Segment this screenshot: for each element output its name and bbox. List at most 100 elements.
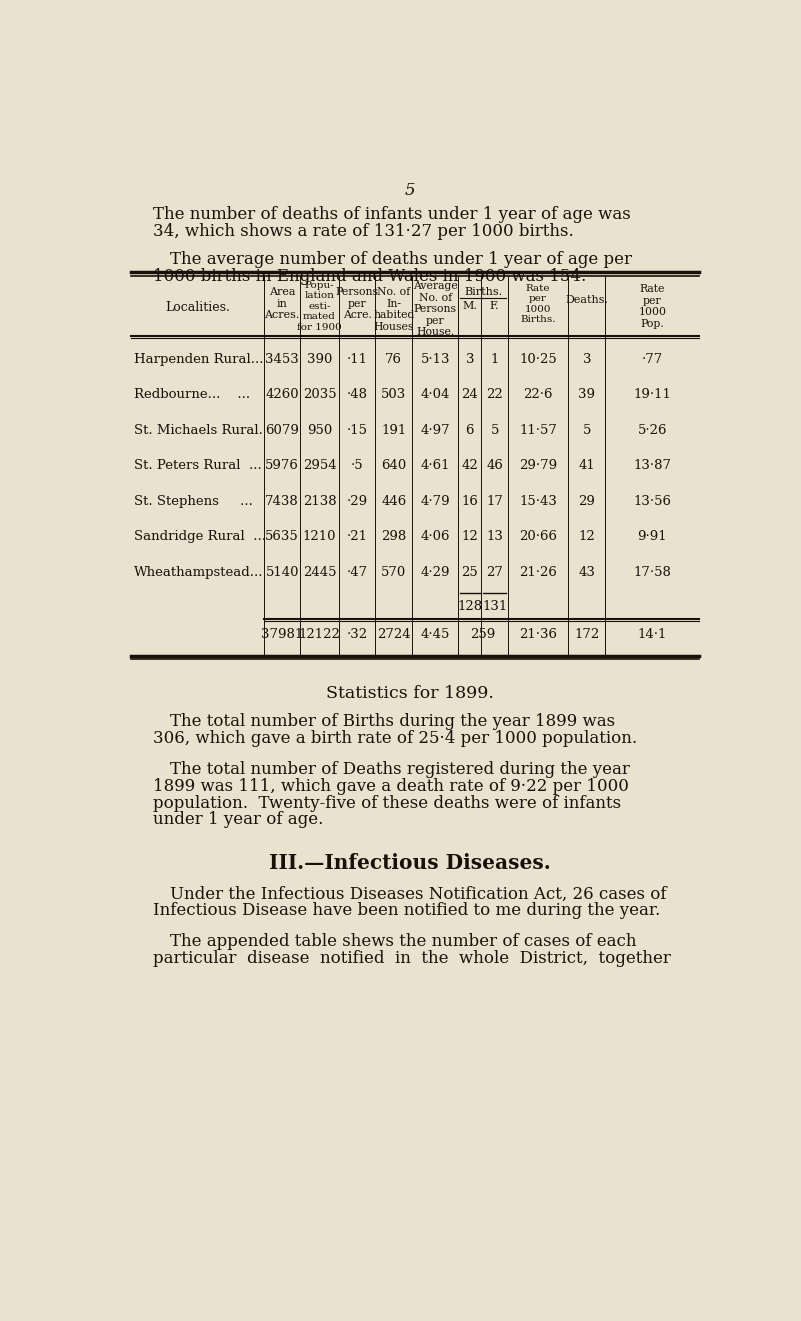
Text: 7438: 7438 [265,494,299,507]
Text: 570: 570 [381,565,406,579]
Text: 14·1: 14·1 [638,627,667,641]
Text: 5: 5 [582,424,591,437]
Text: 9·91: 9·91 [638,530,667,543]
Text: Wheathampstead...: Wheathampstead... [135,565,264,579]
Text: ·32: ·32 [347,627,368,641]
Text: ·21: ·21 [347,530,368,543]
Text: 5·13: 5·13 [421,353,450,366]
Text: 950: 950 [307,424,332,437]
Text: 172: 172 [574,627,599,641]
Text: 4·79: 4·79 [421,494,450,507]
Text: 17: 17 [486,494,503,507]
Text: 15·43: 15·43 [519,494,557,507]
Text: Sandridge Rural  ...: Sandridge Rural ... [135,530,266,543]
Text: 24: 24 [461,388,478,402]
Text: ·5: ·5 [351,460,364,472]
Text: 4·45: 4·45 [421,627,450,641]
Text: 5140: 5140 [265,565,299,579]
Text: ·77: ·77 [642,353,663,366]
Text: under 1 year of age.: under 1 year of age. [153,811,323,828]
Text: 259: 259 [470,627,496,641]
Text: 41: 41 [578,460,595,472]
Text: 11·57: 11·57 [519,424,557,437]
Text: St. Stephens     ...: St. Stephens ... [135,494,253,507]
Text: 13·87: 13·87 [634,460,671,472]
Text: 37981: 37981 [261,627,304,641]
Text: 1210: 1210 [303,530,336,543]
Text: 22·6: 22·6 [523,388,553,402]
Text: Statistics for 1899.: Statistics for 1899. [326,686,494,703]
Text: 22: 22 [486,388,503,402]
Text: 13·56: 13·56 [634,494,671,507]
Text: ·15: ·15 [347,424,368,437]
Text: 3453: 3453 [265,353,299,366]
Text: 2035: 2035 [303,388,336,402]
Text: St. Peters Rural  ...: St. Peters Rural ... [135,460,262,472]
Text: 19·11: 19·11 [634,388,671,402]
Text: 12: 12 [578,530,595,543]
Text: 5635: 5635 [265,530,299,543]
Text: Localities.: Localities. [165,301,230,314]
Text: ·48: ·48 [347,388,368,402]
Text: Rate
per
1000
Births.: Rate per 1000 Births. [521,284,556,324]
Text: The total number of Births during the year 1899 was: The total number of Births during the ye… [170,713,615,731]
Text: F.: F. [490,301,499,310]
Text: 4·61: 4·61 [421,460,450,472]
Text: 5976: 5976 [265,460,300,472]
Text: ·47: ·47 [347,565,368,579]
Text: 3: 3 [465,353,474,366]
Text: 12: 12 [461,530,478,543]
Text: Persons
per
Acre.: Persons per Acre. [336,287,379,320]
Text: 6079: 6079 [265,424,300,437]
Text: The appended table shews the number of cases of each: The appended table shews the number of c… [170,933,636,950]
Text: 6: 6 [465,424,474,437]
Text: 5: 5 [405,181,416,198]
Text: Harpenden Rural...: Harpenden Rural... [135,353,264,366]
Text: 13: 13 [486,530,503,543]
Text: Redbourne...    ...: Redbourne... ... [135,388,251,402]
Text: Area
in
Acres.: Area in Acres. [264,287,300,320]
Text: 1899 was 111, which gave a death rate of 9·22 per 1000: 1899 was 111, which gave a death rate of… [153,778,629,795]
Text: 298: 298 [381,530,406,543]
Text: 43: 43 [578,565,595,579]
Text: 2445: 2445 [303,565,336,579]
Text: 4·04: 4·04 [421,388,450,402]
Text: The number of deaths of infants under 1 year of age was: The number of deaths of infants under 1 … [153,206,630,223]
Text: 4260: 4260 [265,388,299,402]
Text: 29: 29 [578,494,595,507]
Text: Average
No. of
Persons
per
House.: Average No. of Persons per House. [413,281,457,337]
Text: ·11: ·11 [347,353,368,366]
Text: 3: 3 [582,353,591,366]
Text: St. Michaels Rural.: St. Michaels Rural. [135,424,263,437]
Text: 42: 42 [461,460,478,472]
Text: 503: 503 [381,388,406,402]
Text: 640: 640 [381,460,406,472]
Text: Rate
per
1000
Pop.: Rate per 1000 Pop. [638,284,666,329]
Text: 29·79: 29·79 [519,460,557,472]
Text: 390: 390 [307,353,332,366]
Text: 4·29: 4·29 [421,565,450,579]
Text: 191: 191 [381,424,406,437]
Text: 128: 128 [457,600,482,613]
Text: 131: 131 [482,600,507,613]
Text: No. of
In-
habited
Houses: No. of In- habited Houses [373,287,415,332]
Text: 5·26: 5·26 [638,424,667,437]
Text: 21·36: 21·36 [519,627,557,641]
Text: The average number of deaths under 1 year of age per: The average number of deaths under 1 yea… [170,251,632,268]
Text: 39: 39 [578,388,595,402]
Text: 46: 46 [486,460,503,472]
Text: 2724: 2724 [377,627,411,641]
Text: 20·66: 20·66 [519,530,557,543]
Text: 306, which gave a birth rate of 25·4 per 1000 population.: 306, which gave a birth rate of 25·4 per… [153,731,637,746]
Text: 4·97: 4·97 [421,424,450,437]
Text: 76: 76 [385,353,402,366]
Text: III.—Infectious Diseases.: III.—Infectious Diseases. [269,853,551,873]
Text: 2138: 2138 [303,494,336,507]
Text: 34, which shows a rate of 131·27 per 1000 births.: 34, which shows a rate of 131·27 per 100… [153,223,574,240]
Text: Births.: Births. [464,287,502,297]
Text: 5: 5 [490,424,499,437]
Text: 2954: 2954 [303,460,336,472]
Text: 4·06: 4·06 [421,530,450,543]
Text: Popu-
lation
esti-
mated
for 1900: Popu- lation esti- mated for 1900 [297,281,342,332]
Text: The total number of Deaths registered during the year: The total number of Deaths registered du… [170,761,630,778]
